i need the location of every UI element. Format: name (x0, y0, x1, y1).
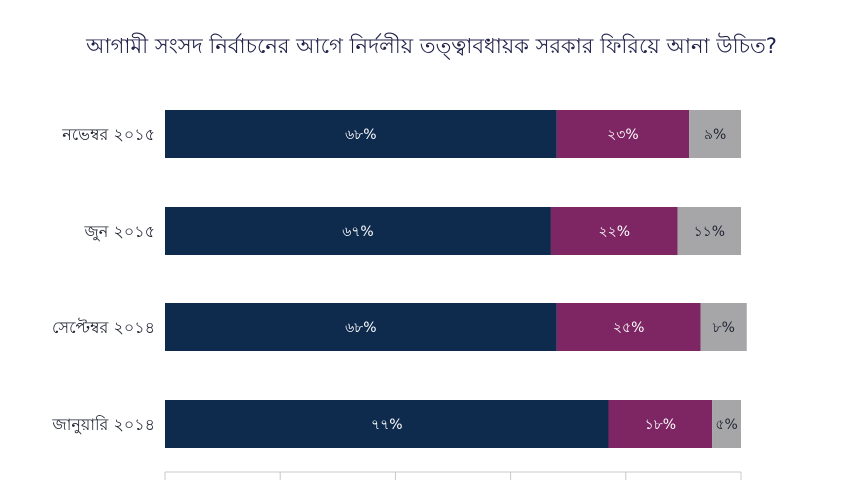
bars-layer: ৬৮% ২৩% ৯% ৬৭% ২২% ১১% ৬৮% ২৫% ৮% ৭৭% ১৮% ৫% (165, 110, 747, 448)
data-label-2-2: ৮% (713, 320, 735, 336)
data-label-0-0: ৬৮% (345, 127, 377, 143)
bar-segment-1-1 (550, 207, 678, 255)
data-label-1-1: ২২% (599, 224, 631, 240)
category-label-1: জুন ২০১৫ (83, 222, 155, 242)
data-label-2-1: ২৫% (613, 320, 645, 336)
x-axis (164, 471, 742, 480)
bar-segment-0-1 (556, 110, 690, 158)
chart-title: আগামী সংসদ নির্বাচনের আগে নির্দলীয় তত্ত… (86, 34, 777, 58)
bar-segment-0-2 (689, 110, 741, 158)
bar-segment-3-2 (712, 400, 741, 448)
category-label-3: জানুয়ারি ২০১৪ (51, 415, 155, 434)
category-label-2: সেপ্টেম্বর ২০১৪ (52, 318, 155, 337)
bar-segment-0-0 (165, 110, 557, 158)
data-label-0-1: ২৩% (607, 127, 639, 143)
bar-segment-2-0 (165, 303, 557, 351)
category-label-0: নভেম্বর ২০১৫ (61, 125, 155, 144)
category-labels: নভেম্বর ২০১৫ জুন ২০১৫ সেপ্টেম্বর ২০১৪ জানুয… (51, 125, 155, 434)
data-label-2-0: ৬৮% (345, 320, 377, 336)
data-label-3-1: ১৮% (645, 417, 676, 433)
data-label-3-0: ৭৭% (371, 417, 403, 433)
bar-segment-3-1 (608, 400, 713, 448)
bar-segment-3-0 (165, 400, 609, 448)
data-label-3-2: ৫% (715, 417, 737, 433)
bar-segment-2-2 (700, 303, 747, 351)
bar-segment-1-0 (165, 207, 551, 255)
bar-segment-1-2 (677, 207, 741, 255)
data-label-1-0: ৬৭% (342, 224, 374, 240)
data-label-1-2: ১১% (694, 224, 725, 240)
bar-segment-2-1 (556, 303, 701, 351)
data-label-0-2: ৯% (704, 127, 726, 143)
